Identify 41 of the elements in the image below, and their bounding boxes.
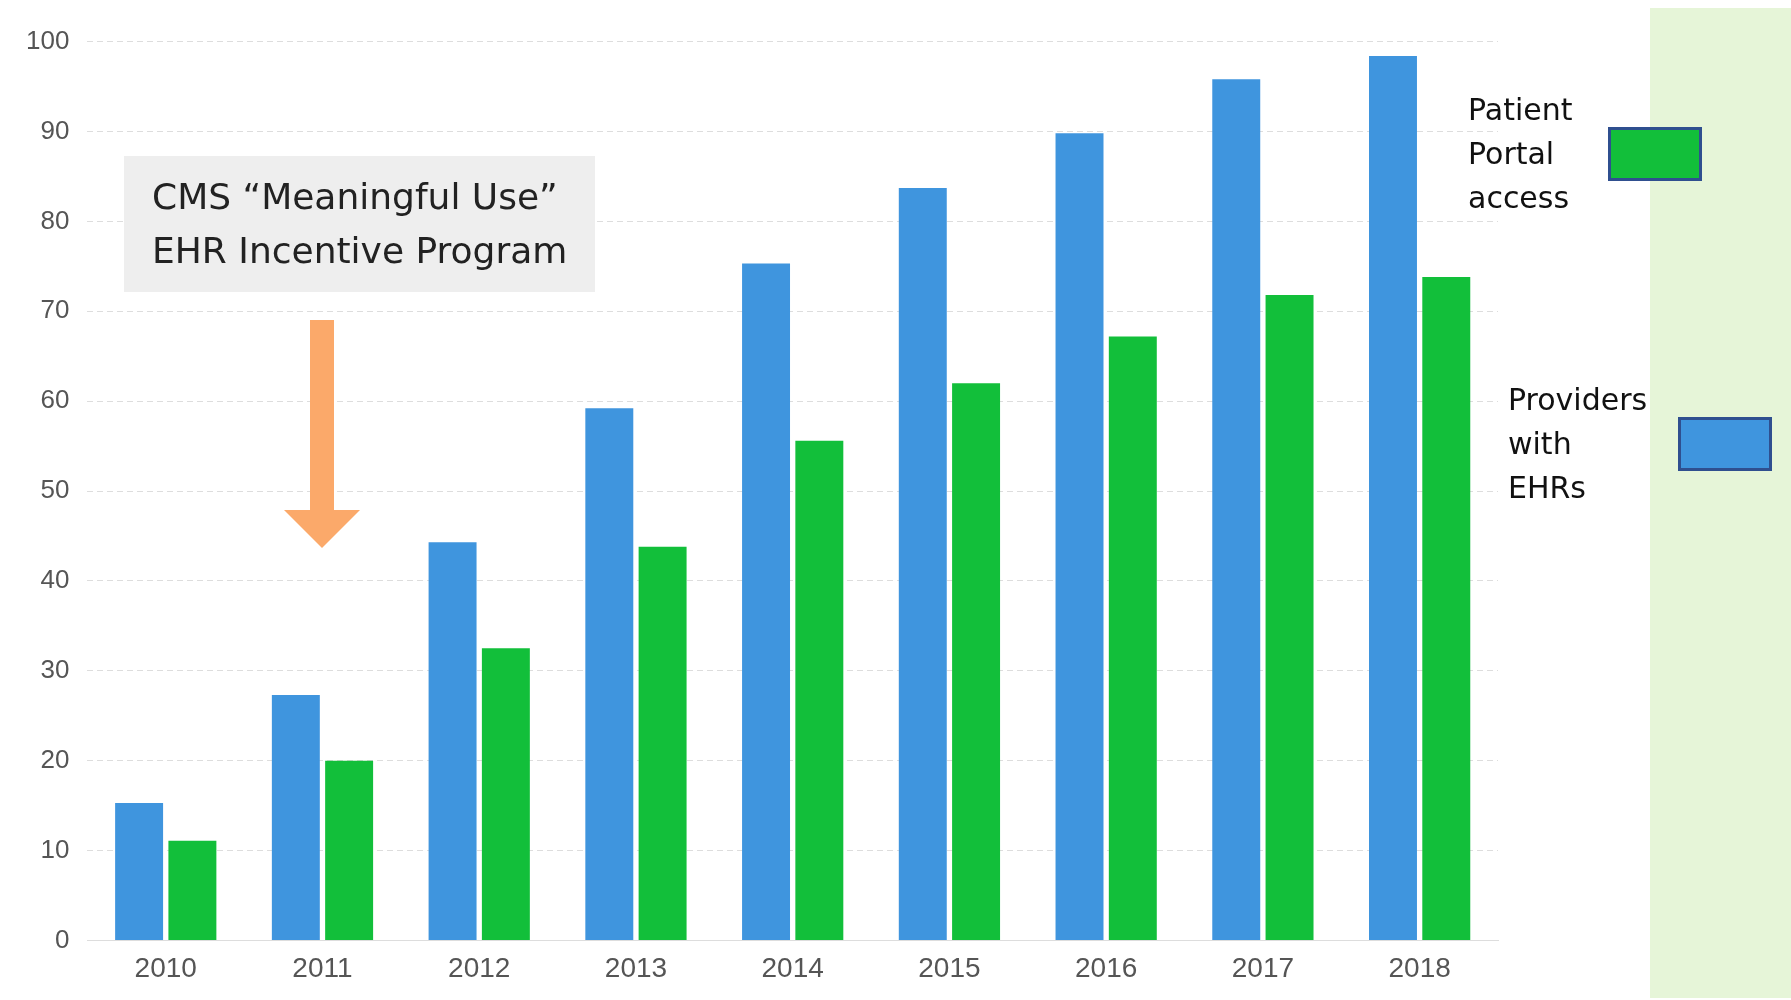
x-tick-label: 2017 — [1231, 951, 1295, 983]
bar — [742, 263, 791, 940]
bar — [795, 440, 844, 940]
bar — [1212, 79, 1261, 940]
x-tick-label: 2014 — [761, 951, 824, 983]
bar — [1055, 133, 1104, 940]
y-tick-label: 0 — [54, 923, 70, 954]
legend-label: Patient Portal access — [1468, 91, 1574, 217]
x-tick-label: 2011 — [292, 951, 353, 983]
legend-label: Providers with EHRs — [1508, 381, 1649, 507]
x-tick-label: 2018 — [1388, 951, 1451, 983]
x-tick-label: 2012 — [448, 951, 511, 983]
bar — [168, 840, 217, 940]
x-tick-label: 2010 — [134, 951, 197, 983]
y-tick-label: 10 — [40, 833, 70, 864]
bar — [585, 408, 634, 940]
bar — [325, 760, 374, 940]
y-tick-label: 40 — [40, 564, 70, 595]
bar — [952, 383, 1001, 940]
bar — [1369, 55, 1417, 940]
bar — [638, 546, 687, 940]
y-tick-label: 100 — [25, 24, 70, 55]
annotation: CMS “Meaningful Use” EHR Incentive Program — [124, 156, 596, 292]
bar — [1265, 295, 1314, 940]
y-tick-label: 20 — [40, 743, 70, 774]
bar — [428, 542, 477, 940]
y-tick-label: 80 — [40, 204, 70, 235]
bar — [1108, 336, 1157, 940]
x-tick-label: 2016 — [1075, 951, 1138, 983]
bar — [1422, 277, 1471, 940]
y-tick-label: 50 — [40, 474, 70, 505]
x-tick-label: 2013 — [604, 951, 668, 983]
bar — [115, 802, 164, 940]
y-tick-label: 70 — [40, 294, 70, 325]
y-tick-label: 90 — [40, 114, 70, 145]
bar — [898, 188, 947, 940]
y-tick-label: 30 — [40, 653, 70, 684]
x-tick-label: 2015 — [918, 951, 981, 983]
bar — [481, 648, 530, 940]
bar — [271, 695, 320, 940]
y-tick-label: 60 — [40, 384, 70, 415]
